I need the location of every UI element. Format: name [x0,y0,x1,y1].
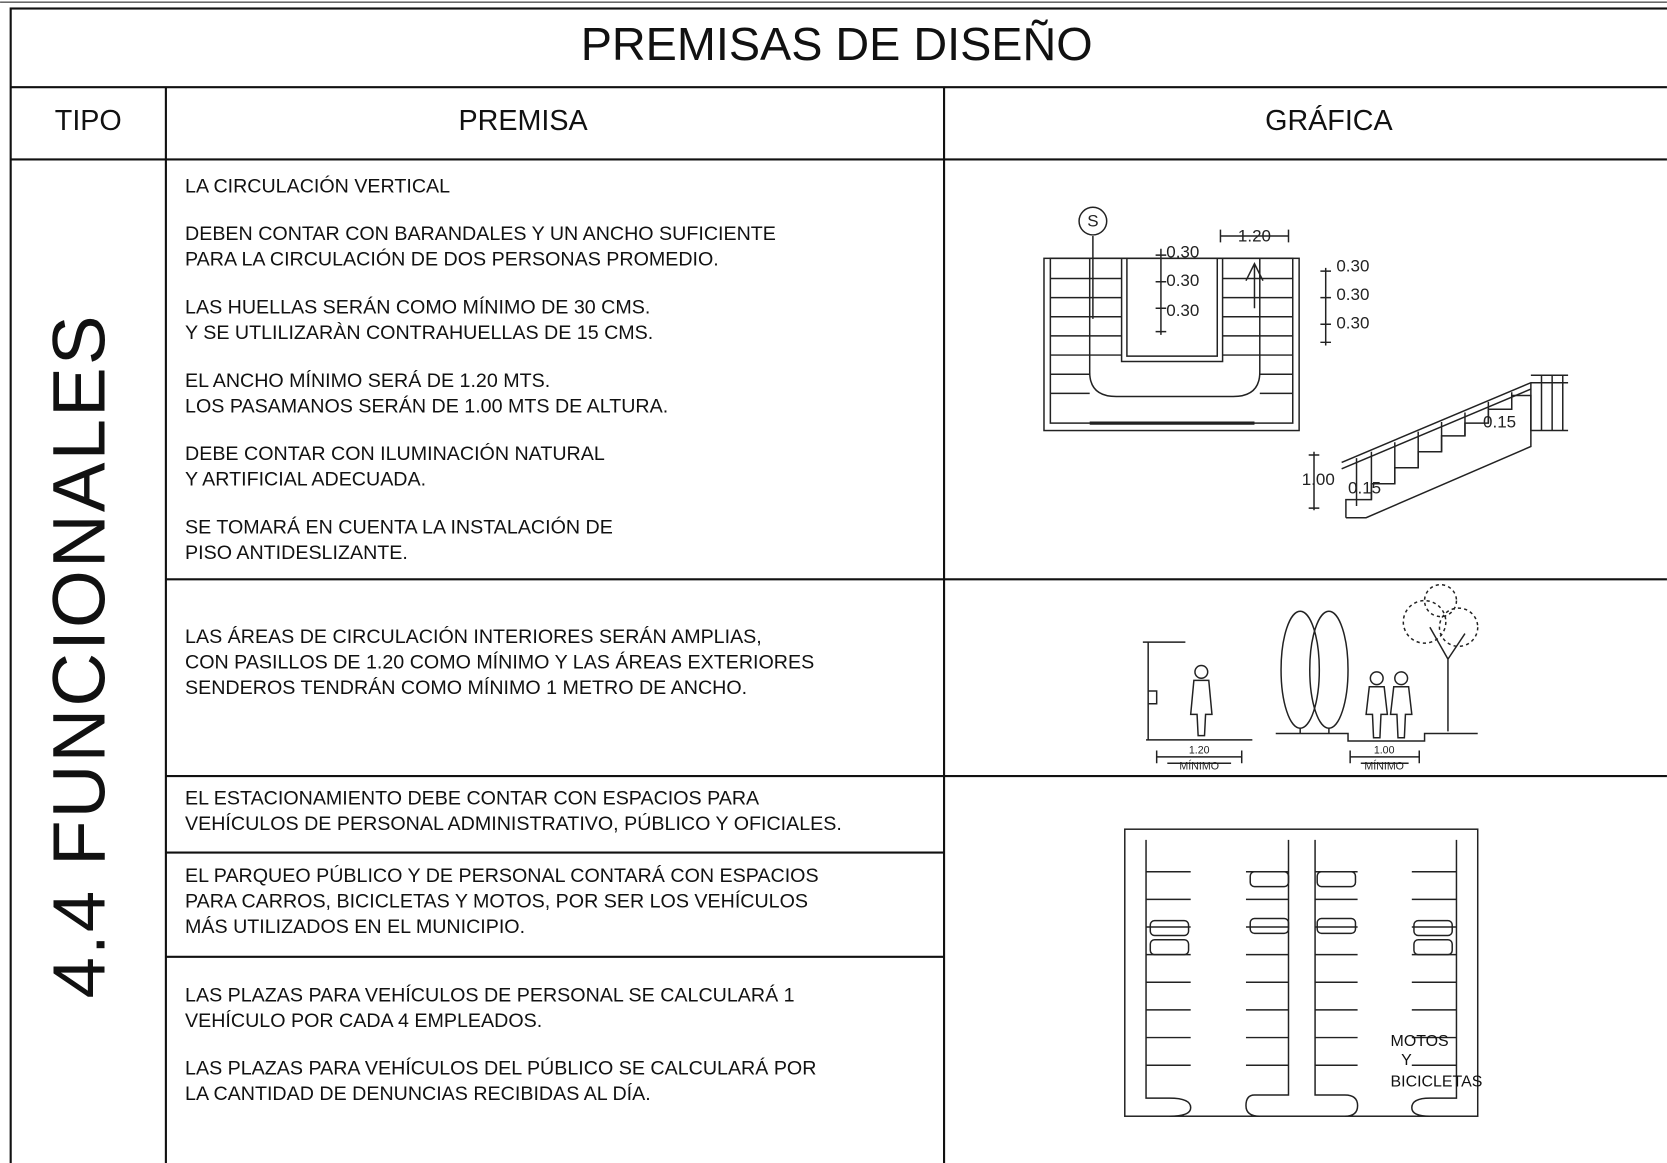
walkways [1142,583,1479,765]
premise-text: LAS PLAZAS PARA VEHÍCULOS DE PERSONAL SE… [185,983,795,1006]
premise-text: CON PASILLOS DE 1.20 COMO MÍNIMO Y LAS Á… [185,651,814,674]
car [1249,870,1290,888]
stair-plan-part [1120,258,1224,363]
walkways-part [1299,728,1330,734]
premise-text: VEHÍCULOS DE PERSONAL ADMINISTRATIVO, PÚ… [185,812,842,835]
walkways-part [1423,583,1458,618]
premise-text: MÁS UTILIZADOS EN EL MUNICIPIO. [185,915,525,938]
premise-text: LA CIRCULACIÓN VERTICAL [185,174,450,197]
table-frame-part [9,7,1667,1163]
marker: S [1087,212,1098,231]
walkways-part [1394,671,1409,686]
premise-text: Y SE UTLILIZARÀN CONTRAHUELLAS DE 15 CMS… [185,321,653,344]
premise-text: EL ESTACIONAMIENTO DEBE CONTAR CON ESPAC… [185,788,760,810]
stair-plan-part [1092,236,1264,319]
parking-plan-part [1245,839,1359,1117]
premise-text: VEHÍCULO POR CADA 4 EMPLEADOS. [185,1009,542,1032]
stair-section-part [1345,374,1569,519]
walkway-dims: 1.20 MÍNIMO 1.00 MÍNIMO [1179,744,1404,772]
dimension: 1.20 [1238,227,1271,246]
dimension: 0.15 [1348,478,1381,497]
dimension: 1.00 [1374,744,1395,756]
car [1413,919,1453,937]
stair-section-part [1308,451,1320,511]
stair-plan-part [1050,277,1293,395]
stair-plan: S 1.20 0.30 0.30 0.30 0.30 0.30 0.30 [1043,206,1369,432]
premise-text: LA CANTIDAD DE DENUNCIAS RECIBIDAS AL DÍ… [185,1082,651,1105]
stair-section-part [1341,381,1569,470]
walkways-part [1275,732,1478,742]
premise-text: EL PARQUEO PÚBLICO Y DE PERSONAL CONTARÁ… [185,864,819,887]
walkways-part [1365,685,1413,739]
premise-text: SE TOMARÁ EN CUENTA LA INSTALACIÓN DE [185,516,613,539]
dimension: 0.30 [1166,301,1199,320]
stair-plan-part [1155,229,1332,346]
stair-section: 1.00 0.15 0.15 [1302,374,1569,519]
walkways-part [1189,679,1213,737]
parking-plan-part [1124,828,1479,1117]
dimension: 1.00 [1302,470,1335,489]
type-label: 4.4 FUNCIONALES [38,313,121,998]
stair-plan-part [1088,258,1261,398]
parking-label: Y [1401,1052,1412,1069]
car [1149,919,1190,937]
dimension: 0.30 [1336,285,1369,304]
dimension: 0.30 [1166,271,1199,290]
premise-text: LAS PLAZAS PARA VEHÍCULOS DEL PÚBLICO SE… [185,1057,816,1080]
premise-text: Y ARTIFICIAL ADECUADA. [185,469,426,491]
dimension: 0.30 [1336,256,1369,275]
dimension: 0.15 [1483,413,1516,432]
premise-text: LAS HUELLAS SERÁN COMO MÍNIMO DE 30 CMS. [185,295,650,318]
car [1413,939,1453,956]
premise-text: PARA LA CIRCULACIÓN DE DOS PERSONAS PROM… [185,248,719,271]
walkways-part [1369,671,1384,686]
walkways-part [1438,607,1479,648]
dimension-note: MÍNIMO [1364,759,1404,772]
header: PREMISA [459,105,589,137]
premise-text: LOS PASAMANOS SERÁN DE 1.00 MTS DE ALTUR… [185,394,668,417]
dimension-note: MÍNIMO [1179,759,1219,772]
premise-text: DEBE CONTAR CON ILUMINACIÓN NATURAL [185,442,605,465]
premise-text: LAS ÁREAS DE CIRCULACIÓN INTERIORES SERÁ… [185,625,762,648]
walkways-part [1309,610,1349,729]
car [1316,917,1357,935]
walkways-part [1194,664,1209,679]
premise-text: SENDEROS TENDRÁN COMO MÍNIMO 1 METRO DE … [185,676,747,699]
stair-plan-part [1078,206,1108,236]
premise-text: PISO ANTIDESLIZANTE. [185,542,408,564]
header: TIPO [55,105,122,137]
car [1149,939,1190,956]
parking-plan [1124,828,1479,1117]
premise-text: PARA CARROS, BICICLETAS Y MOTOS, POR SER… [185,890,808,913]
walkways-part [1142,641,1253,741]
parking-plan-part [1411,839,1458,1117]
dimension: 1.20 [1189,744,1210,756]
dimension: 0.30 [1336,314,1369,333]
car [1249,917,1290,935]
premise-text: DEBEN CONTAR CON BARANDALES Y UN ANCHO S… [185,223,776,245]
parking-plan-part [1145,839,1192,1117]
parking-label: BICICLETAS [1391,1073,1483,1090]
title: PREMISAS DE DISEÑO [581,18,1093,70]
header: GRÁFICA [1265,104,1393,137]
walkways-part [1429,626,1466,732]
car [1316,870,1357,888]
premise-text: EL ANCHO MÍNIMO SERÁ DE 1.20 MTS. [185,369,550,392]
parking-label: MOTOS [1391,1033,1449,1050]
walkways-part [1280,610,1321,729]
dimension: 0.30 [1166,242,1199,261]
walkways-part [1402,599,1447,644]
walkways-part [1155,750,1420,765]
